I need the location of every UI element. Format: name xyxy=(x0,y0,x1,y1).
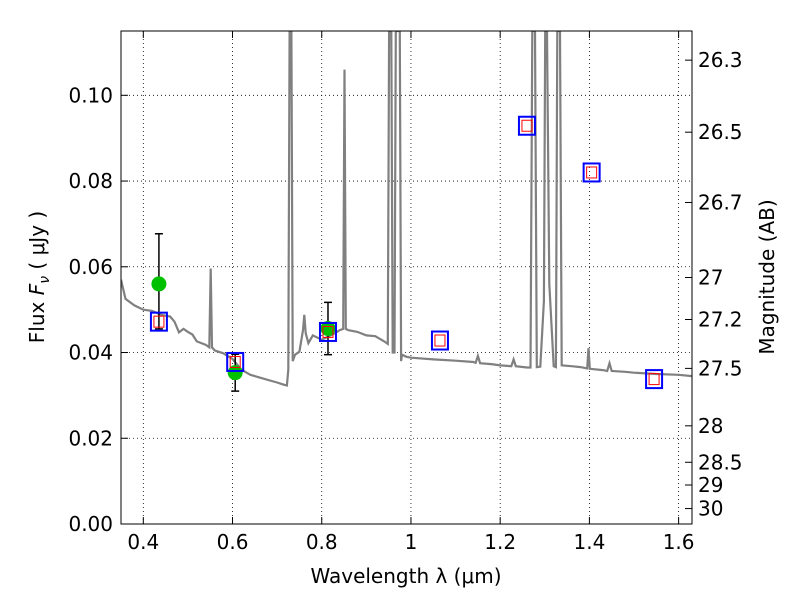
x-tick-label: 0.8 xyxy=(306,530,338,554)
model-point-inner xyxy=(229,355,241,368)
x-tick-label: 0.4 xyxy=(127,530,159,554)
plot-area xyxy=(121,31,692,387)
observed-point xyxy=(227,365,243,381)
model-point-box xyxy=(517,115,536,136)
y-tick-label: 0.00 xyxy=(68,512,113,536)
observed-points xyxy=(151,233,336,392)
model-point-inner xyxy=(521,119,533,132)
x-tick-label: 1.6 xyxy=(663,530,695,554)
y-tick-label: 0.02 xyxy=(68,426,113,450)
model-point-box xyxy=(582,162,601,183)
model-point-box xyxy=(645,369,664,390)
x-tick-label: 0.6 xyxy=(217,530,249,554)
model-point-inner xyxy=(434,334,446,347)
y-tick-label: 0.06 xyxy=(68,255,113,279)
x-tick-label: 1.2 xyxy=(484,530,516,554)
magnitude-tick-label: 26.5 xyxy=(698,120,743,144)
y-axis-label-subscript: ν xyxy=(37,276,53,284)
y-tick-label: 0.08 xyxy=(68,169,113,193)
model-point-box xyxy=(318,321,337,342)
x-tick-label: 1.4 xyxy=(573,530,605,554)
magnitude-tick-label: 26.3 xyxy=(698,48,743,72)
magnitude-tick-label: 30 xyxy=(698,497,723,521)
y-tick-label: 0.04 xyxy=(68,341,113,365)
y-axis-label: Flux Fν ( μJy ) xyxy=(25,211,53,343)
x-axis-label: Wavelength λ (μm) xyxy=(310,564,501,588)
magnitude-tick-label: 27 xyxy=(698,266,723,290)
magnitude-tick-label: 28 xyxy=(698,414,723,438)
model-point-box xyxy=(430,330,449,351)
magnitude-axis-label: Magnitude (AB) xyxy=(755,199,779,354)
y-axis-label-symbol: F xyxy=(25,283,49,295)
observed-point xyxy=(320,321,336,337)
magnitude-tick-label: 29 xyxy=(698,473,723,497)
magnitude-tick-label: 27.2 xyxy=(698,308,743,332)
x-axis-ticks: 0.4 0.6 0.8 1 1.2 1.4 1.6 xyxy=(127,31,695,554)
model-points xyxy=(149,115,664,390)
x-tick-label: 1 xyxy=(405,530,418,554)
model-point-box xyxy=(226,351,245,372)
y-axis-label-unit: ( μJy ) xyxy=(25,211,49,276)
y-axis-ticks: 0.00 0.02 0.04 0.06 0.08 0.10 xyxy=(68,83,128,536)
model-point-inner xyxy=(648,373,660,386)
observed-point xyxy=(151,276,167,292)
model-point-box xyxy=(149,311,168,332)
model-point-inner xyxy=(586,166,598,179)
magnitude-tick-label: 27.5 xyxy=(698,356,743,380)
model-point-inner xyxy=(153,315,165,328)
y-axis-label-prefix: Flux xyxy=(25,295,49,343)
magnitude-tick-label: 28.5 xyxy=(698,450,743,474)
magnitude-tick-label: 26.7 xyxy=(698,190,743,214)
spectrum-line xyxy=(121,31,692,387)
model-point-inner xyxy=(322,325,334,338)
y-tick-label: 0.10 xyxy=(68,83,113,107)
